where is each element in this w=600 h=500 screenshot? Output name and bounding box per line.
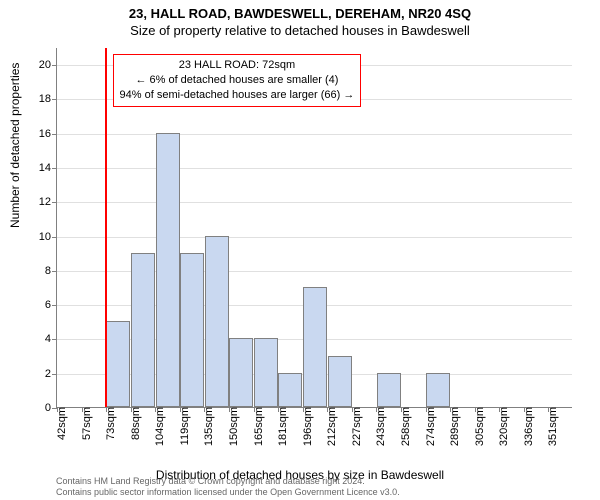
ytick-label: 14 xyxy=(7,162,53,174)
xtick-label: 212sqm xyxy=(322,407,338,446)
reference-line xyxy=(105,48,107,407)
gridline xyxy=(57,134,572,135)
histogram-bar xyxy=(328,356,352,407)
histogram-bar xyxy=(131,253,155,407)
xtick-label: 73sqm xyxy=(101,407,117,440)
histogram-bar xyxy=(156,133,180,407)
chart-title-main: 23, HALL ROAD, BAWDESWELL, DEREHAM, NR20… xyxy=(0,0,600,21)
annotation-line3: 94% of semi-detached houses are larger (… xyxy=(120,88,355,103)
ytick-label: 4 xyxy=(7,333,53,345)
ytick-label: 6 xyxy=(7,299,53,311)
ytick-label: 0 xyxy=(7,402,53,414)
annotation-line2: ← 6% of detached houses are smaller (4) xyxy=(120,73,355,88)
annotation-box: 23 HALL ROAD: 72sqm← 6% of detached hous… xyxy=(113,54,362,107)
ytick-label: 8 xyxy=(7,265,53,277)
ytick-label: 12 xyxy=(7,196,53,208)
xtick-label: 119sqm xyxy=(175,407,191,445)
footer-attribution: Contains HM Land Registry data © Crown c… xyxy=(56,476,400,498)
ytick-label: 20 xyxy=(7,59,53,71)
xtick-label: 165sqm xyxy=(249,407,265,446)
xtick-label: 274sqm xyxy=(421,407,437,446)
ytick-label: 2 xyxy=(7,368,53,380)
xtick-label: 88sqm xyxy=(126,407,142,440)
xtick-label: 305sqm xyxy=(470,407,486,446)
xtick-label: 351sqm xyxy=(543,407,559,446)
xtick-label: 258sqm xyxy=(396,407,412,446)
histogram-bar xyxy=(303,287,327,407)
histogram-bar xyxy=(278,373,302,407)
histogram-bar xyxy=(254,338,278,407)
xtick-label: 42sqm xyxy=(52,407,68,440)
xtick-label: 135sqm xyxy=(199,407,215,446)
xtick-label: 181sqm xyxy=(273,407,289,446)
xtick-label: 196sqm xyxy=(298,407,314,446)
ytick-label: 10 xyxy=(7,231,53,243)
histogram-bar xyxy=(106,321,130,407)
histogram-bar xyxy=(180,253,204,407)
xtick-label: 104sqm xyxy=(150,407,166,446)
xtick-label: 57sqm xyxy=(77,407,93,440)
histogram-bar xyxy=(205,236,229,407)
footer-line1: Contains HM Land Registry data © Crown c… xyxy=(56,476,400,487)
annotation-line1: 23 HALL ROAD: 72sqm xyxy=(120,58,355,73)
gridline xyxy=(57,168,572,169)
xtick-label: 243sqm xyxy=(371,407,387,446)
ytick-label: 16 xyxy=(7,128,53,140)
plot-area: 0246810121416182042sqm57sqm73sqm88sqm104… xyxy=(56,48,572,408)
gridline xyxy=(57,202,572,203)
xtick-label: 289sqm xyxy=(445,407,461,446)
xtick-label: 320sqm xyxy=(494,407,510,446)
xtick-label: 336sqm xyxy=(519,407,535,446)
histogram-bar xyxy=(229,338,253,407)
ytick-label: 18 xyxy=(7,93,53,105)
histogram-bar xyxy=(426,373,450,407)
gridline xyxy=(57,237,572,238)
chart-container: 23, HALL ROAD, BAWDESWELL, DEREHAM, NR20… xyxy=(0,0,600,500)
xtick-label: 150sqm xyxy=(224,407,240,446)
footer-line2: Contains public sector information licen… xyxy=(56,487,400,498)
chart-title-sub: Size of property relative to detached ho… xyxy=(0,21,600,38)
xtick-label: 227sqm xyxy=(347,407,363,446)
histogram-bar xyxy=(377,373,401,407)
